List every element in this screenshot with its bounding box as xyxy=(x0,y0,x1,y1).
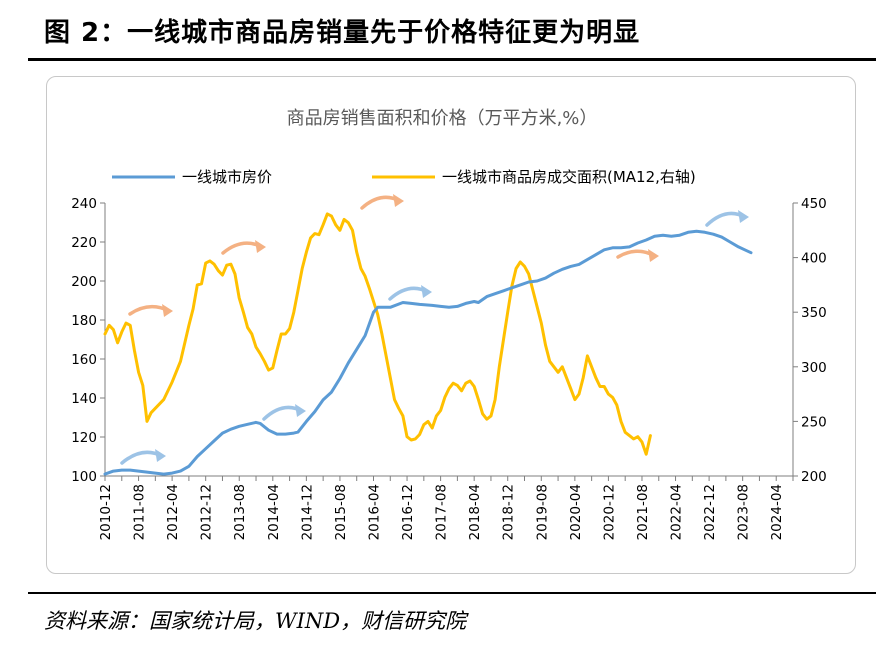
x-tick-label: 2011-08 xyxy=(132,484,148,540)
x-tick-label: 2015-08 xyxy=(333,484,349,540)
top-rule xyxy=(28,58,876,61)
chart-panel xyxy=(46,76,856,574)
figure-title: 图 2：一线城市商品房销量先于价格特征更为明显 xyxy=(44,18,641,48)
bottom-rule xyxy=(28,592,876,594)
series-line-area xyxy=(103,212,652,456)
trend-arrows xyxy=(120,194,749,465)
x-tick-label: 2021-08 xyxy=(635,484,651,540)
trend-arrow-head xyxy=(295,404,306,417)
x-tick-label: 2016-12 xyxy=(400,484,416,540)
legend-label-area: 一线城市商品房成交面积(MA12,右轴) xyxy=(442,168,696,186)
y-right-tick-label: 350 xyxy=(801,305,827,321)
y-right-tick-label: 300 xyxy=(801,360,827,376)
trend-arrow-head xyxy=(648,249,659,262)
source-note: 资料来源：国家统计局，WIND，财信研究院 xyxy=(44,609,467,633)
trend-arrow-head xyxy=(393,194,404,207)
y-left-tick-label: 220 xyxy=(71,235,97,251)
x-tick-label: 2024-04 xyxy=(769,484,785,540)
x-tick-label: 2017-08 xyxy=(434,484,450,540)
y-left-tick-label: 180 xyxy=(71,313,97,329)
y-left-tick-label: 100 xyxy=(71,469,97,485)
axes: 100 120 140 160 180 200 220 240 200 250 300 350 400 4… xyxy=(71,196,827,540)
x-tick-label: 2022-12 xyxy=(702,484,718,540)
x-tick-label: 2020-04 xyxy=(568,484,584,540)
x-tick-label: 2019-08 xyxy=(534,484,550,540)
y-left-tick-label: 140 xyxy=(71,391,97,407)
y-right-tick-label: 200 xyxy=(801,469,827,485)
y-left-tick-label: 200 xyxy=(71,274,97,290)
chart-title: 商品房销售面积和价格（万平方米,%） xyxy=(287,108,598,129)
y-right-tick-label: 400 xyxy=(801,251,827,267)
x-tick-label: 2018-12 xyxy=(501,484,517,540)
trend-arrow-head xyxy=(738,210,749,223)
legend-label-price: 一线城市房价 xyxy=(182,168,272,186)
y-left-tick-label: 120 xyxy=(71,430,97,446)
y-right-tick-label: 450 xyxy=(801,196,827,212)
x-tick-label: 2022-04 xyxy=(669,484,685,540)
y-right-tick-label: 250 xyxy=(801,414,827,430)
series-line-price xyxy=(103,229,753,476)
x-tick-label: 2012-12 xyxy=(199,484,215,540)
trend-arrow-head xyxy=(255,240,266,253)
y-left-tick-label: 240 xyxy=(71,196,97,212)
x-tick-label: 2012-04 xyxy=(165,484,181,540)
x-tick-label: 2023-08 xyxy=(736,484,752,540)
legend: 一线城市房价 一线城市商品房成交面积(MA12,右轴) xyxy=(112,168,696,186)
trend-arrow-head xyxy=(162,304,173,317)
x-tick-label: 2016-04 xyxy=(366,484,382,540)
series-lines xyxy=(103,212,753,476)
x-tick-label: 2010-12 xyxy=(98,484,114,540)
y-left-tick-label: 160 xyxy=(71,352,97,368)
trend-arrow-head xyxy=(421,285,432,298)
x-tick-label: 2013-08 xyxy=(232,484,248,540)
trend-arrow-head xyxy=(155,449,166,462)
x-tick-label: 2018-04 xyxy=(467,484,483,540)
x-tick-label: 2014-04 xyxy=(266,484,282,540)
x-tick-label: 2014-12 xyxy=(299,484,315,540)
x-tick-label: 2020-12 xyxy=(601,484,617,540)
